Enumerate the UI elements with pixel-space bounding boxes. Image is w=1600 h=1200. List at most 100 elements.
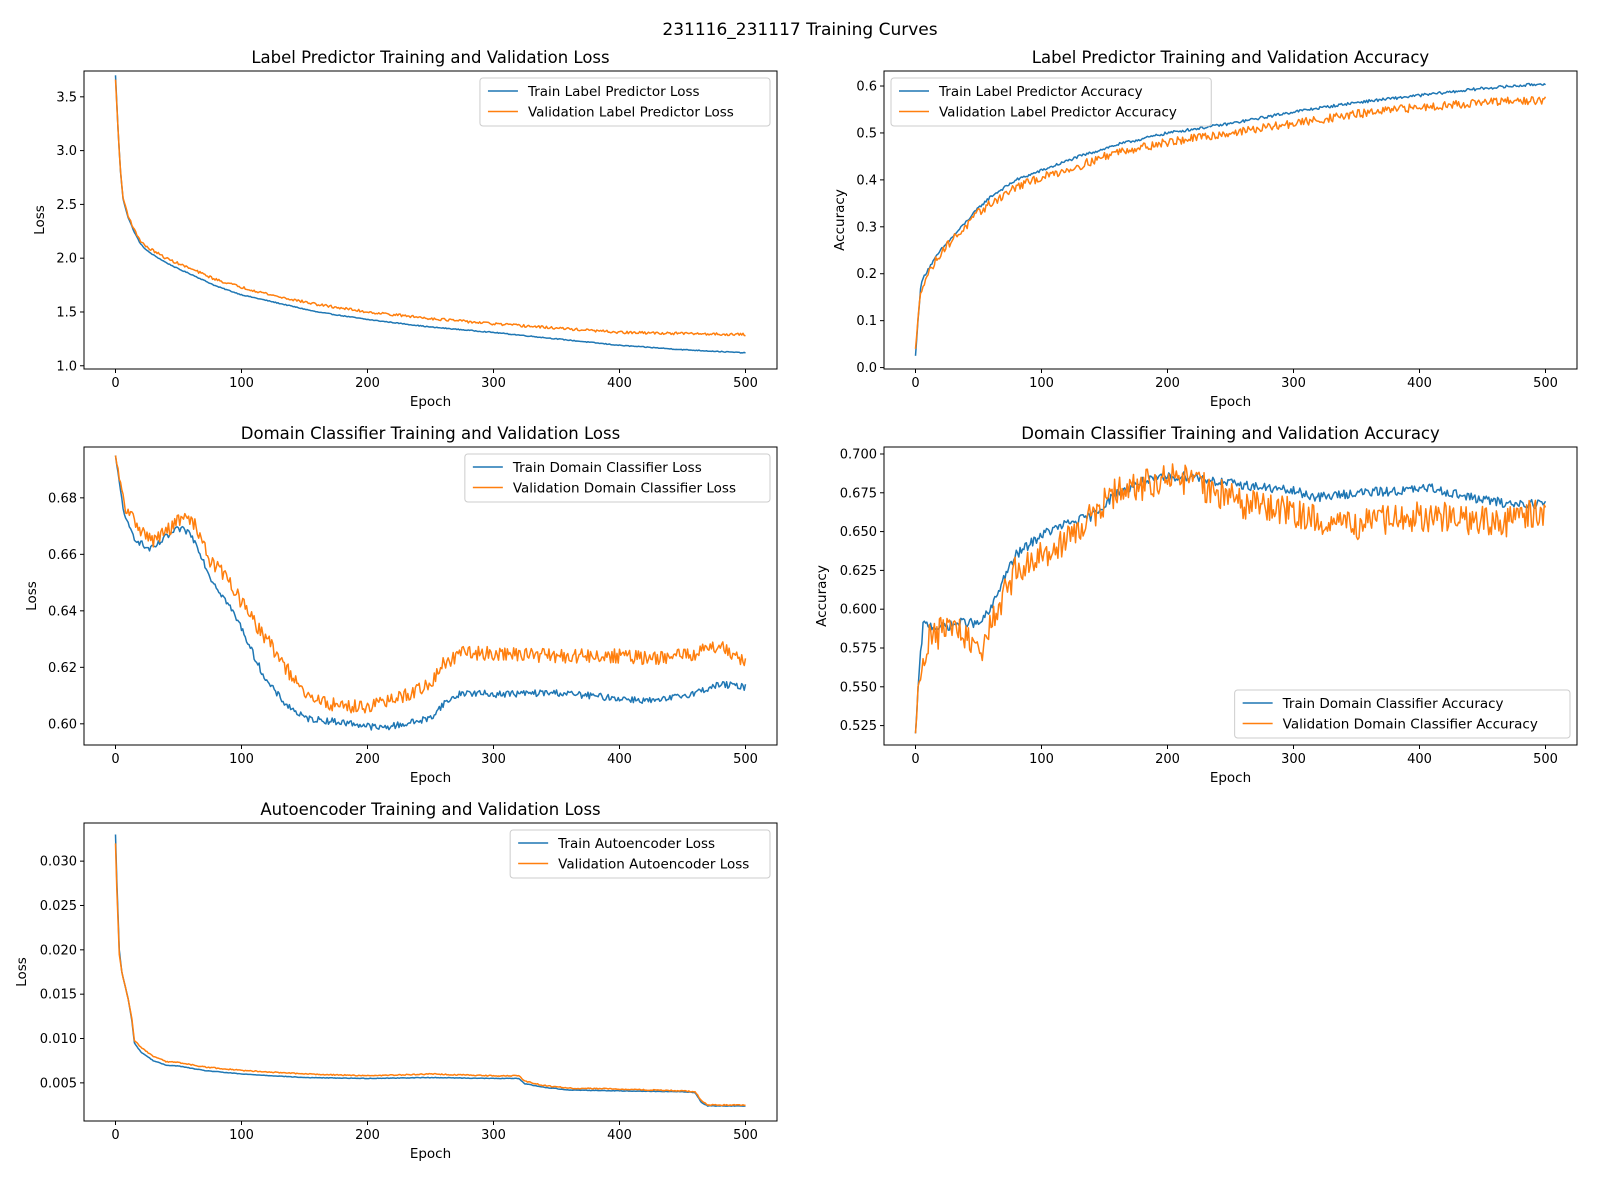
y-tick-label: 0.020 bbox=[40, 943, 77, 958]
x-tick-label: 500 bbox=[733, 1128, 758, 1143]
y-tick-label: 0.015 bbox=[40, 988, 77, 1003]
domain-classifier-loss-chart: Domain Classifier Training and Validatio… bbox=[24, 424, 778, 786]
legend: Train Label Predictor Accuracy Validation… bbox=[890, 77, 1212, 127]
legend-label: Validation Autoencoder Loss bbox=[558, 857, 749, 873]
x-tick-label: 300 bbox=[1281, 752, 1306, 767]
y-tick-label: 0.005 bbox=[40, 1076, 77, 1091]
y-tick-label: 0.0 bbox=[856, 361, 877, 376]
x-tick-label: 300 bbox=[481, 376, 506, 391]
series-line-train bbox=[114, 455, 747, 731]
x-axis-label: Epoch bbox=[410, 394, 451, 410]
series-line-validation bbox=[914, 96, 1547, 349]
y-axis-label: Accuracy bbox=[814, 565, 830, 627]
y-tick-label: 0.550 bbox=[840, 680, 877, 695]
x-tick-label: 400 bbox=[1407, 376, 1432, 391]
series-line-validation bbox=[114, 843, 746, 1107]
legend-label: Validation Domain Classifier Loss bbox=[513, 481, 736, 497]
chart-title: Domain Classifier Training and Validatio… bbox=[1021, 424, 1440, 443]
x-tick-label: 400 bbox=[607, 752, 632, 767]
y-tick-label: 0.5 bbox=[856, 126, 877, 141]
legend: Train Domain Classifier Loss Validation D… bbox=[464, 453, 771, 503]
y-tick-label: 3.0 bbox=[56, 144, 77, 159]
legend-label: Validation Label Predictor Loss bbox=[528, 105, 734, 121]
x-tick-label: 200 bbox=[1155, 752, 1180, 767]
y-tick-label: 0.66 bbox=[48, 548, 77, 563]
x-tick-label: 500 bbox=[733, 752, 758, 767]
legend-frame bbox=[479, 77, 771, 127]
x-tick-label: 100 bbox=[229, 376, 254, 391]
x-tick-label: 500 bbox=[1533, 752, 1558, 767]
x-tick-label: 100 bbox=[1029, 752, 1054, 767]
series-line-train bbox=[914, 82, 1546, 356]
y-tick-label: 0.3 bbox=[856, 220, 877, 235]
y-tick-label: 0.030 bbox=[40, 855, 77, 870]
legend-frame bbox=[890, 77, 1212, 127]
figure-title: 231116_231117 Training Curves bbox=[662, 20, 938, 40]
series-line-validation bbox=[114, 79, 746, 337]
chart-title: Label Predictor Training and Validation … bbox=[1032, 48, 1430, 67]
y-tick-label: 0.525 bbox=[840, 719, 877, 734]
legend: Train Autoencoder Loss Validation Autoenc… bbox=[509, 829, 771, 879]
legend-frame bbox=[1234, 689, 1571, 739]
x-tick-label: 0 bbox=[911, 752, 919, 767]
series-line-train bbox=[114, 834, 746, 1107]
x-tick-label: 0 bbox=[111, 376, 119, 391]
y-tick-label: 0.010 bbox=[40, 1032, 77, 1047]
x-axis-label: Epoch bbox=[410, 770, 451, 786]
x-tick-label: 200 bbox=[355, 752, 380, 767]
chart-title: Autoencoder Training and Validation Loss bbox=[260, 800, 600, 819]
legend-label: Train Autoencoder Loss bbox=[557, 836, 715, 852]
x-axis-label: Epoch bbox=[1210, 770, 1251, 786]
chart-title: Domain Classifier Training and Validatio… bbox=[241, 424, 620, 443]
legend-frame bbox=[509, 829, 771, 879]
y-tick-label: 0.650 bbox=[840, 525, 877, 540]
legend: Train Label Predictor Loss Validation Lab… bbox=[479, 77, 771, 127]
x-tick-label: 400 bbox=[607, 376, 632, 391]
chart-title: Label Predictor Training and Validation … bbox=[251, 48, 609, 67]
legend-label: Train Label Predictor Accuracy bbox=[938, 84, 1143, 100]
x-tick-label: 500 bbox=[733, 376, 758, 391]
y-tick-label: 0.64 bbox=[48, 604, 77, 619]
legend-label: Train Label Predictor Loss bbox=[527, 84, 700, 100]
x-tick-label: 100 bbox=[229, 752, 254, 767]
y-tick-label: 0.62 bbox=[48, 661, 77, 676]
y-tick-label: 2.0 bbox=[56, 252, 77, 267]
y-tick-label: 0.025 bbox=[40, 899, 77, 914]
y-tick-label: 0.700 bbox=[840, 447, 877, 462]
legend: Train Domain Classifier Accuracy Validati… bbox=[1234, 689, 1571, 739]
label-predictor-loss-chart: Label Predictor Training and Validation … bbox=[32, 48, 778, 410]
y-tick-label: 0.68 bbox=[48, 491, 77, 506]
x-tick-label: 100 bbox=[1029, 376, 1054, 391]
y-axis-label: Loss bbox=[24, 581, 40, 611]
x-tick-label: 200 bbox=[1155, 376, 1180, 391]
x-tick-label: 300 bbox=[481, 752, 506, 767]
y-tick-label: 0.625 bbox=[840, 564, 877, 579]
y-tick-label: 0.1 bbox=[856, 314, 877, 329]
x-tick-label: 200 bbox=[355, 376, 380, 391]
y-tick-label: 2.5 bbox=[56, 198, 77, 213]
y-tick-label: 0.6 bbox=[856, 80, 877, 95]
label-predictor-accuracy-chart: Label Predictor Training and Validation … bbox=[832, 48, 1578, 410]
x-tick-label: 300 bbox=[1281, 376, 1306, 391]
y-tick-label: 0.4 bbox=[856, 173, 877, 188]
y-tick-label: 3.5 bbox=[56, 90, 77, 105]
x-tick-label: 500 bbox=[1533, 376, 1558, 391]
legend-label: Train Domain Classifier Loss bbox=[512, 460, 702, 476]
legend-label: Validation Domain Classifier Accuracy bbox=[1283, 717, 1538, 733]
x-tick-label: 0 bbox=[111, 752, 119, 767]
domain-classifier-accuracy-chart: Domain Classifier Training and Validatio… bbox=[814, 424, 1578, 786]
x-axis-label: Epoch bbox=[1210, 394, 1251, 410]
y-tick-label: 0.2 bbox=[856, 267, 877, 282]
legend-label: Train Domain Classifier Accuracy bbox=[1282, 696, 1504, 712]
x-tick-label: 400 bbox=[1407, 752, 1432, 767]
y-tick-label: 1.5 bbox=[56, 305, 77, 320]
x-tick-label: 0 bbox=[911, 376, 919, 391]
y-axis-label: Loss bbox=[14, 957, 30, 987]
y-tick-label: 0.675 bbox=[840, 486, 877, 501]
y-axis-label: Loss bbox=[32, 205, 48, 235]
y-axis-label: Accuracy bbox=[832, 189, 848, 251]
x-tick-label: 200 bbox=[355, 1128, 380, 1143]
y-tick-label: 1.0 bbox=[56, 359, 77, 374]
x-tick-label: 400 bbox=[607, 1128, 632, 1143]
x-axis-label: Epoch bbox=[410, 1146, 451, 1162]
